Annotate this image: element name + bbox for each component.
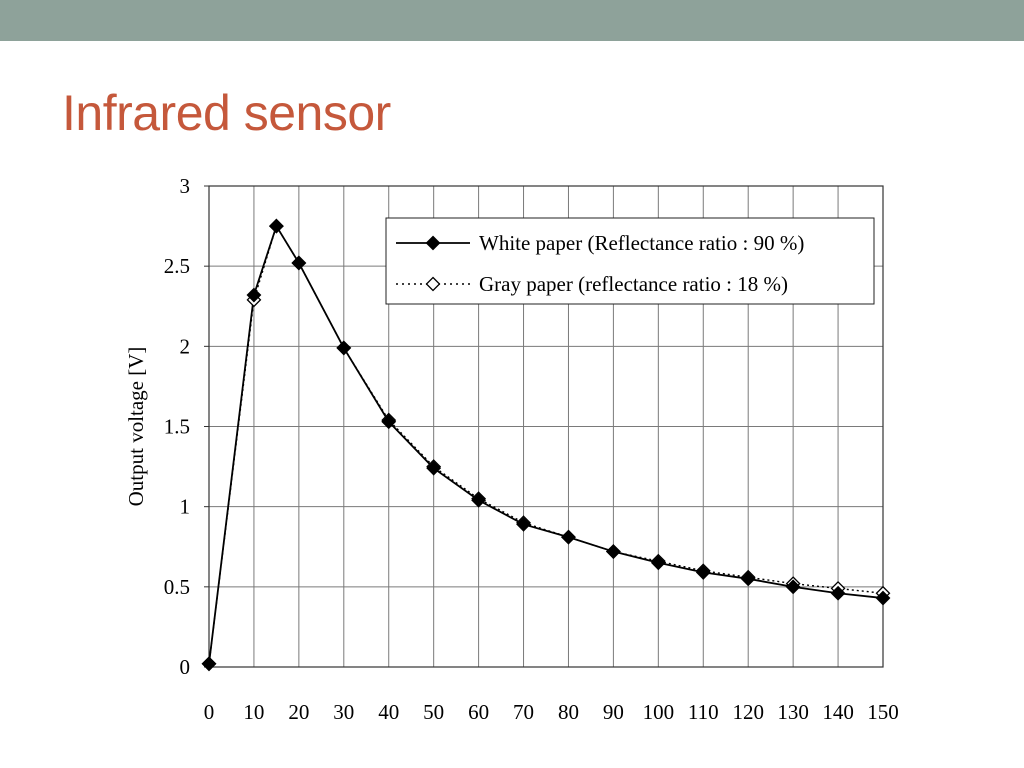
- series-line-1: [208, 224, 884, 664]
- x-tick-label: 90: [603, 700, 624, 724]
- series-0-point: [650, 555, 666, 571]
- series-0-point: [426, 460, 442, 476]
- y-tick-label: 1.5: [164, 415, 190, 439]
- legend-label-0: White paper (Reflectance ratio : 90 %): [479, 231, 804, 255]
- x-tick-label: 10: [243, 700, 264, 724]
- y-tick-label: 0: [180, 655, 191, 679]
- x-tick-label: 150: [867, 700, 899, 724]
- series-0-point: [875, 590, 891, 606]
- header-band: [0, 0, 1024, 41]
- y-tick-label: 2.5: [164, 254, 190, 278]
- legend-marker-1: [425, 276, 441, 292]
- y-tick-label: 2: [180, 334, 191, 358]
- series-0-point: [268, 218, 284, 234]
- x-tick-label: 130: [777, 700, 809, 724]
- x-tick-label: 80: [558, 700, 579, 724]
- series-0-point: [336, 340, 352, 356]
- x-tick-label: 70: [513, 700, 534, 724]
- y-tick-label: 0.5: [164, 575, 190, 599]
- series-0-point: [381, 414, 397, 430]
- x-tick-label: 30: [333, 700, 354, 724]
- slide-title: Infrared sensor: [62, 85, 391, 141]
- series-0-point: [201, 656, 217, 672]
- series-0-point: [740, 571, 756, 587]
- series-0-point: [785, 579, 801, 595]
- series-0-point: [561, 529, 576, 545]
- x-tick-label: 120: [732, 700, 764, 724]
- x-tick-label: 0: [204, 700, 215, 724]
- x-tick-label: 60: [468, 700, 489, 724]
- x-tick-label: 140: [822, 700, 854, 724]
- series-0-point: [830, 585, 846, 601]
- x-tick-label: 40: [378, 700, 399, 724]
- y-tick-label: 1: [180, 495, 191, 519]
- series-0-point: [516, 516, 531, 532]
- x-tick-label: 20: [288, 700, 309, 724]
- series-0-point: [471, 492, 487, 508]
- series-0-point: [246, 287, 262, 303]
- series-0-point: [291, 255, 307, 271]
- series-0-point: [695, 564, 711, 580]
- series-0-point: [605, 544, 621, 559]
- legend-marker-0: [425, 235, 441, 251]
- legend-label-1: Gray paper (reflectance ratio : 18 %): [479, 272, 788, 296]
- x-tick-label: 50: [423, 700, 444, 724]
- y-tick-label: 3: [180, 174, 191, 198]
- x-tick-label: 110: [688, 700, 719, 724]
- x-tick-label: 100: [643, 700, 675, 724]
- legend-box: [385, 217, 875, 305]
- y-axis-label: Output voltage [V]: [124, 347, 148, 507]
